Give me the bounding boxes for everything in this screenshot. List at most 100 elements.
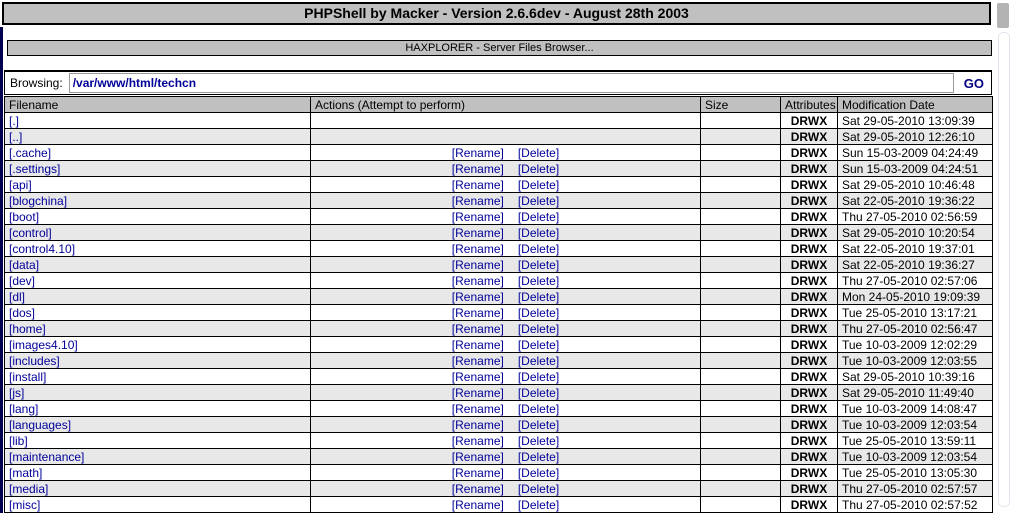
directory-link[interactable]: [blogchina] xyxy=(9,193,68,208)
attributes-cell: DRWX xyxy=(780,224,838,241)
delete-link[interactable]: [Delete] xyxy=(517,449,560,464)
rename-link[interactable]: [Rename] xyxy=(451,177,504,192)
directory-link[interactable]: [dl] xyxy=(9,289,26,304)
directory-link[interactable]: [maintenance] xyxy=(9,449,85,464)
rename-link[interactable]: [Rename] xyxy=(451,321,504,336)
directory-link[interactable]: [lib] xyxy=(9,433,28,448)
rename-link[interactable]: [Rename] xyxy=(451,193,504,208)
rename-link[interactable]: [Rename] xyxy=(451,289,504,304)
filename-cell: [js] xyxy=(4,384,311,401)
modification-date-cell: Thu 27-05-2010 02:57:52 xyxy=(837,496,993,513)
delete-link[interactable]: [Delete] xyxy=(517,321,560,336)
rename-link[interactable]: [Rename] xyxy=(451,145,504,160)
delete-link[interactable]: [Delete] xyxy=(517,337,560,352)
directory-link[interactable]: [control] xyxy=(9,225,52,240)
rename-link[interactable]: [Rename] xyxy=(451,481,504,496)
delete-link[interactable]: [Delete] xyxy=(517,273,560,288)
actions-cell: [Rename] [Delete] xyxy=(310,288,701,305)
attributes-cell: DRWX xyxy=(780,352,838,369)
directory-link[interactable]: [images4.10] xyxy=(9,337,78,352)
column-header-actions-attempt-to-perform: Actions (Attempt to perform) xyxy=(310,96,701,113)
go-button[interactable]: GO xyxy=(963,75,984,91)
size-cell xyxy=(700,368,781,385)
delete-link[interactable]: [Delete] xyxy=(517,497,560,512)
attributes-cell: DRWX xyxy=(780,144,838,161)
rename-link[interactable]: [Rename] xyxy=(451,417,504,432)
size-cell xyxy=(700,128,781,145)
directory-link[interactable]: [lang] xyxy=(9,401,39,416)
rename-link[interactable]: [Rename] xyxy=(451,257,504,272)
directory-link[interactable]: [control4.10] xyxy=(9,241,76,256)
directory-link[interactable]: [..] xyxy=(9,129,23,144)
directory-link[interactable]: [js] xyxy=(9,385,25,400)
rename-link[interactable]: [Rename] xyxy=(451,449,504,464)
directory-link[interactable]: [media] xyxy=(9,481,49,496)
size-cell xyxy=(700,160,781,177)
delete-link[interactable]: [Delete] xyxy=(517,257,560,272)
scrollbar-thumb[interactable] xyxy=(997,3,1009,28)
directory-link[interactable]: [home] xyxy=(9,321,46,336)
directory-link[interactable]: [install] xyxy=(9,369,47,384)
rename-link[interactable]: [Rename] xyxy=(451,497,504,512)
scrollbar-track[interactable] xyxy=(998,32,1010,507)
delete-link[interactable]: [Delete] xyxy=(517,225,560,240)
path-input[interactable] xyxy=(68,73,954,93)
delete-link[interactable]: [Delete] xyxy=(517,305,560,320)
delete-link[interactable]: [Delete] xyxy=(517,241,560,256)
rename-link[interactable]: [Rename] xyxy=(451,465,504,480)
attributes-cell: DRWX xyxy=(780,176,838,193)
filename-cell: [dos] xyxy=(4,304,311,321)
rename-link[interactable]: [Rename] xyxy=(451,273,504,288)
delete-link[interactable]: [Delete] xyxy=(517,289,560,304)
delete-link[interactable]: [Delete] xyxy=(517,401,560,416)
modification-date-cell: Thu 27-05-2010 02:57:57 xyxy=(837,480,993,497)
attributes-cell: DRWX xyxy=(780,400,838,417)
rename-link[interactable]: [Rename] xyxy=(451,305,504,320)
directory-link[interactable]: [includes] xyxy=(9,353,60,368)
rename-link[interactable]: [Rename] xyxy=(451,241,504,256)
directory-link[interactable]: [.settings] xyxy=(9,161,61,176)
delete-link[interactable]: [Delete] xyxy=(517,369,560,384)
rename-link[interactable]: [Rename] xyxy=(451,337,504,352)
modification-date-cell: Tue 10-03-2009 12:03:54 xyxy=(837,416,993,433)
delete-link[interactable]: [Delete] xyxy=(517,193,560,208)
delete-link[interactable]: [Delete] xyxy=(517,465,560,480)
table-row: [misc] [Rename] [Delete] DRWX Thu 27-05-2010… xyxy=(4,496,993,513)
modification-date-cell: Sat 29-05-2010 10:39:16 xyxy=(837,368,993,385)
directory-link[interactable]: [api] xyxy=(9,177,32,192)
delete-link[interactable]: [Delete] xyxy=(517,145,560,160)
directory-link[interactable]: [boot] xyxy=(9,209,40,224)
directory-link[interactable]: [dev] xyxy=(9,273,36,288)
attributes-cell: DRWX xyxy=(780,448,838,465)
modification-date-cell: Sat 22-05-2010 19:36:27 xyxy=(837,256,993,273)
directory-link[interactable]: [data] xyxy=(9,257,40,272)
delete-link[interactable]: [Delete] xyxy=(517,385,560,400)
actions-cell: [Rename] [Delete] xyxy=(310,400,701,417)
rename-link[interactable]: [Rename] xyxy=(451,385,504,400)
rename-link[interactable]: [Rename] xyxy=(451,433,504,448)
delete-link[interactable]: [Delete] xyxy=(517,481,560,496)
rename-link[interactable]: [Rename] xyxy=(451,209,504,224)
directory-link[interactable]: [.] xyxy=(9,113,20,128)
rename-link[interactable]: [Rename] xyxy=(451,353,504,368)
modification-date-cell: Mon 24-05-2010 19:09:39 xyxy=(837,288,993,305)
rename-link[interactable]: [Rename] xyxy=(451,225,504,240)
delete-link[interactable]: [Delete] xyxy=(517,161,560,176)
directory-link[interactable]: [dos] xyxy=(9,305,36,320)
actions-cell: [Rename] [Delete] xyxy=(310,480,701,497)
directory-link[interactable]: [misc] xyxy=(9,497,41,512)
delete-link[interactable]: [Delete] xyxy=(517,177,560,192)
delete-link[interactable]: [Delete] xyxy=(517,417,560,432)
rename-link[interactable]: [Rename] xyxy=(451,161,504,176)
delete-link[interactable]: [Delete] xyxy=(517,353,560,368)
actions-cell: [Rename] [Delete] xyxy=(310,304,701,321)
modification-date-cell: Tue 25-05-2010 13:17:21 xyxy=(837,304,993,321)
delete-link[interactable]: [Delete] xyxy=(517,209,560,224)
directory-link[interactable]: [.cache] xyxy=(9,145,52,160)
directory-link[interactable]: [math] xyxy=(9,465,43,480)
rename-link[interactable]: [Rename] xyxy=(451,401,504,416)
delete-link[interactable]: [Delete] xyxy=(517,433,560,448)
attributes-cell: DRWX xyxy=(780,128,838,145)
directory-link[interactable]: [languages] xyxy=(9,417,72,432)
rename-link[interactable]: [Rename] xyxy=(451,369,504,384)
